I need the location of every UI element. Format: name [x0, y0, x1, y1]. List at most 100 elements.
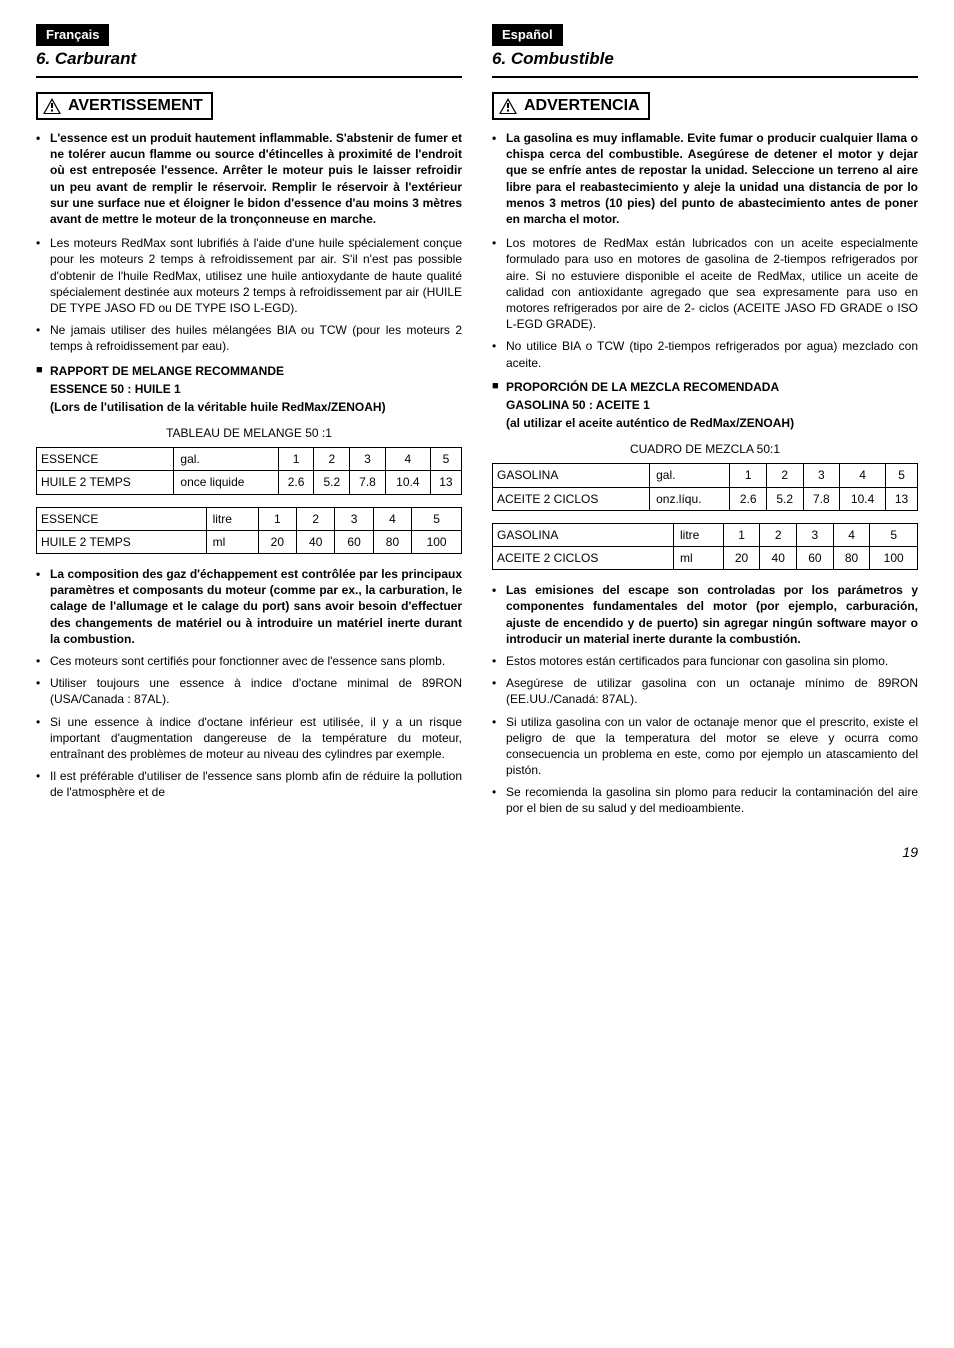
- divider: [36, 76, 462, 78]
- list-item: Asegúrese de utilizar gasolina con un oc…: [492, 675, 918, 707]
- warning-label-es: ADVERTENCIA: [524, 95, 640, 117]
- table-row: GASOLINA litre 1 2 3 4 5: [493, 523, 918, 546]
- ratio-note-es: (al utilizar el aceite auténtico de RedM…: [492, 415, 918, 431]
- cell: 1: [258, 507, 296, 530]
- cell: 2: [766, 464, 803, 487]
- cell: 4: [385, 448, 430, 471]
- list-item: Ne jamais utiliser des huiles mélangées …: [36, 322, 462, 354]
- ratio-head2-fr: ESSENCE 50 : HUILE 1: [36, 381, 462, 397]
- cell: once liquide: [174, 471, 278, 494]
- warn-para-es: La gasolina es muy inflamable. Evite fum…: [492, 130, 918, 227]
- warn-para-list-es: La gasolina es muy inflamable. Evite fum…: [492, 130, 918, 227]
- cell: ml: [206, 530, 258, 553]
- cell: 20: [723, 547, 760, 570]
- cell: ACEITE 2 CICLOS: [493, 547, 674, 570]
- cell: litre: [673, 523, 723, 546]
- table-caption-fr: TABLEAU DE MELANGE 50 :1: [36, 425, 462, 441]
- cell: 2: [760, 523, 797, 546]
- column-spanish: Español 6. Combustible ADVERTENCIA La ga…: [492, 24, 918, 825]
- cell: 40: [297, 530, 335, 553]
- cell: 3: [803, 464, 840, 487]
- cell: gal.: [174, 448, 278, 471]
- cell: 5.2: [766, 487, 803, 510]
- cell: 40: [760, 547, 797, 570]
- list-item: Utiliser toujours une essence à indice d…: [36, 675, 462, 707]
- list-item: Se recomienda la gasolina sin plomo para…: [492, 784, 918, 816]
- cell: 10.4: [840, 487, 886, 510]
- page-number: 19: [36, 843, 918, 862]
- section-title-es: 6. Combustible: [492, 48, 918, 71]
- list-item: Las emisiones del escape son controladas…: [492, 582, 918, 647]
- cell: 13: [886, 487, 918, 510]
- cell: 20: [258, 530, 296, 553]
- bullets-top-fr: Les moteurs RedMax sont lubrifiés à l'ai…: [36, 235, 462, 354]
- warning-box-es: ADVERTENCIA: [492, 92, 650, 120]
- warn-para-fr: L'essence est un produit hautement infla…: [36, 130, 462, 227]
- cell: 80: [833, 547, 870, 570]
- cell: 100: [870, 547, 918, 570]
- cell: ml: [673, 547, 723, 570]
- cell: 2.6: [278, 471, 314, 494]
- section-title-fr: 6. Carburant: [36, 48, 462, 71]
- list-item: No utilice BIA o TCW (tipo 2-tiempos ref…: [492, 338, 918, 370]
- cell: GASOLINA: [493, 523, 674, 546]
- table-row: HUILE 2 TEMPS ml 20 40 60 80 100: [37, 530, 462, 553]
- cell: HUILE 2 TEMPS: [37, 471, 174, 494]
- ratio-note-fr: (Lors de l'utilisation de la véritable h…: [36, 399, 462, 415]
- cell: ESSENCE: [37, 507, 207, 530]
- warning-icon: [42, 97, 62, 115]
- table-row: ESSENCE litre 1 2 3 4 5: [37, 507, 462, 530]
- divider: [492, 76, 918, 78]
- cell: 4: [373, 507, 411, 530]
- ratio-head2-es: GASOLINA 50 : ACEITE 1: [492, 397, 918, 413]
- cell: onz.líqu.: [650, 487, 730, 510]
- table-row: GASOLINA gal. 1 2 3 4 5: [493, 464, 918, 487]
- warning-icon: [498, 97, 518, 115]
- mix-table2-es: GASOLINA litre 1 2 3 4 5 ACEITE 2 CICLOS…: [492, 523, 918, 570]
- cell: 2: [314, 448, 350, 471]
- cell: 5: [886, 464, 918, 487]
- two-column-layout: Français 6. Carburant AVERTISSEMENT L'es…: [36, 24, 918, 825]
- warning-box-fr: AVERTISSEMENT: [36, 92, 213, 120]
- cell: 60: [797, 547, 834, 570]
- table-row: ESSENCE gal. 1 2 3 4 5: [37, 448, 462, 471]
- list-item: Les moteurs RedMax sont lubrifiés à l'ai…: [36, 235, 462, 316]
- cell: 4: [840, 464, 886, 487]
- column-french: Français 6. Carburant AVERTISSEMENT L'es…: [36, 24, 462, 825]
- list-item: Si utiliza gasolina con un valor de octa…: [492, 714, 918, 779]
- table-row: ACEITE 2 CICLOS ml 20 40 60 80 100: [493, 547, 918, 570]
- cell: 60: [335, 530, 373, 553]
- cell: 10.4: [385, 471, 430, 494]
- table-caption-es: CUADRO DE MEZCLA 50:1: [492, 441, 918, 457]
- cell: 13: [430, 471, 461, 494]
- warning-label-fr: AVERTISSEMENT: [68, 95, 203, 117]
- cell: gal.: [650, 464, 730, 487]
- cell: 5: [412, 507, 462, 530]
- bullets-bottom-es: Las emisiones del escape son controladas…: [492, 582, 918, 816]
- cell: ESSENCE: [37, 448, 174, 471]
- cell: 100: [412, 530, 462, 553]
- bullets-bottom-fr: La composition des gaz d'échappement est…: [36, 566, 462, 800]
- cell: 2: [297, 507, 335, 530]
- cell: 3: [797, 523, 834, 546]
- lang-tag-fr: Français: [36, 24, 109, 46]
- warn-para-list-fr: L'essence est un produit hautement infla…: [36, 130, 462, 227]
- mix-table1-es: GASOLINA gal. 1 2 3 4 5 ACEITE 2 CICLOS …: [492, 463, 918, 510]
- cell: 7.8: [350, 471, 386, 494]
- cell: litre: [206, 507, 258, 530]
- ratio-head1-fr: RAPPORT DE MELANGE RECOMMANDE: [36, 363, 462, 379]
- list-item: Il est préférable d'utiliser de l'essenc…: [36, 768, 462, 800]
- lang-tag-es: Español: [492, 24, 563, 46]
- ratio-head1-es: PROPORCIÓN DE LA MEZCLA RECOMENDADA: [492, 379, 918, 395]
- list-item: Los motores de RedMax están lubricados c…: [492, 235, 918, 332]
- list-item: Si une essence à indice d'octane inférie…: [36, 714, 462, 763]
- cell: 5: [870, 523, 918, 546]
- cell: 7.8: [803, 487, 840, 510]
- cell: 3: [335, 507, 373, 530]
- bullets-top-es: Los motores de RedMax están lubricados c…: [492, 235, 918, 371]
- list-item: Estos motores están certificados para fu…: [492, 653, 918, 669]
- table-row: HUILE 2 TEMPS once liquide 2.6 5.2 7.8 1…: [37, 471, 462, 494]
- list-item: Ces moteurs sont certifiés pour fonction…: [36, 653, 462, 669]
- cell: ACEITE 2 CICLOS: [493, 487, 650, 510]
- cell: GASOLINA: [493, 464, 650, 487]
